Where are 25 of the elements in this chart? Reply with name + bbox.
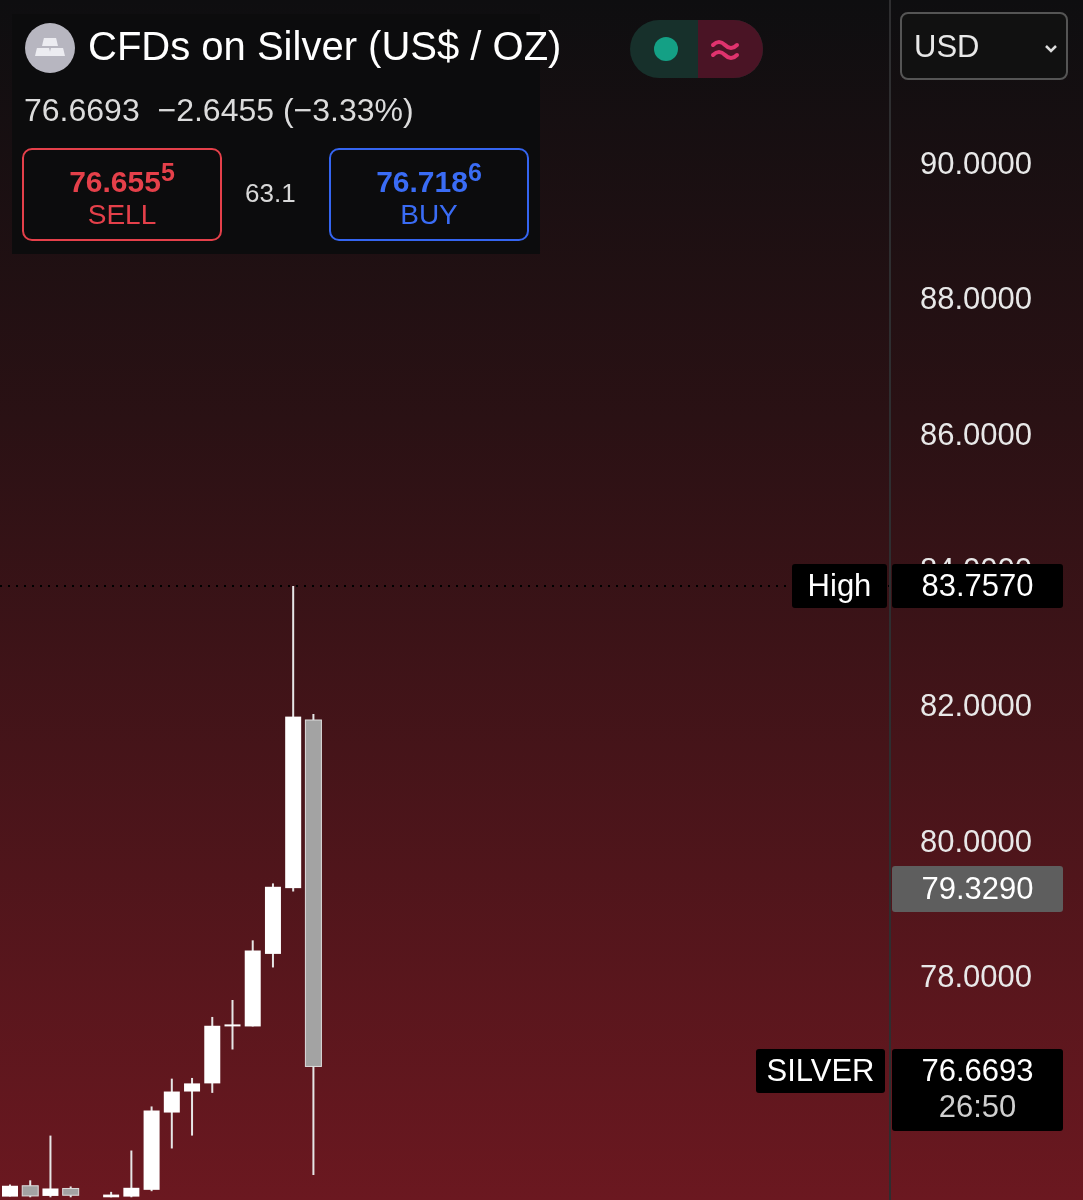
y-tick-label: 78.0000 (920, 959, 1033, 995)
y-tick-label: 90.0000 (920, 145, 1033, 181)
annotation: 63.1 (245, 178, 296, 208)
candlestick (224, 999, 241, 1051)
text: 79.3290 (892, 866, 1063, 912)
y-tick-label: 86.0000 (920, 416, 1033, 452)
candlestick (163, 1077, 180, 1150)
annotation: 76.718$^{6}$ (376, 158, 482, 198)
candlestick (123, 1149, 140, 1199)
text: 83.7570 (892, 563, 1063, 608)
ref-line-label: High (792, 563, 887, 608)
text: USD (914, 29, 980, 64)
text: 76.6693 −2.6455 (−3.33%) (24, 92, 414, 128)
annotation: SELL (87, 199, 157, 230)
candlestick (42, 1134, 59, 1199)
text: 76.6693 (921, 1053, 1034, 1089)
text: CFDs on Silver (US$ / OZ) (88, 24, 562, 68)
annotation: SILVER (756, 1049, 885, 1093)
candlestick (184, 1076, 201, 1137)
y-tick-label: 88.0000 (920, 281, 1033, 317)
annotation: BUY (400, 199, 458, 230)
y-tick-label: 82.0000 (920, 688, 1033, 724)
text: 26:50 (938, 1089, 1017, 1125)
y-tick-label: 80.0000 (920, 823, 1033, 859)
annotation: 76.655$^{5}$ (69, 158, 175, 198)
